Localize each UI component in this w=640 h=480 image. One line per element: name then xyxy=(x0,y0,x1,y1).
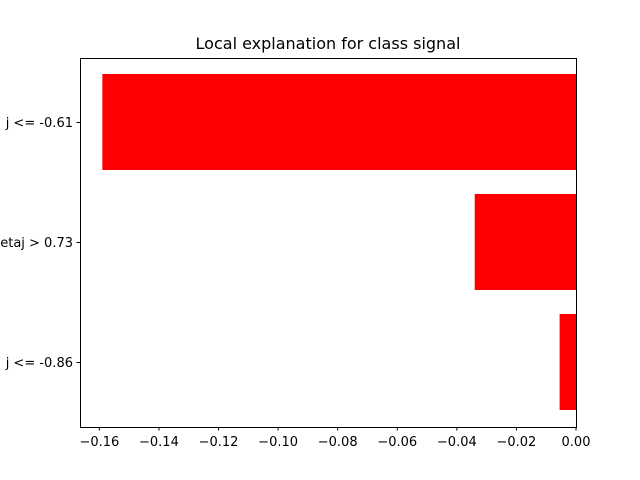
bar xyxy=(474,194,576,290)
x-tick-label: −0.12 xyxy=(199,435,239,450)
x-tick-label: −0.08 xyxy=(318,435,358,450)
x-tick-label: −0.04 xyxy=(437,435,477,450)
bar xyxy=(559,314,576,410)
x-tick-label: −0.10 xyxy=(258,435,298,450)
x-tick-label: −0.06 xyxy=(377,435,417,450)
x-tick-label: −0.16 xyxy=(79,435,119,450)
x-tick-label: −0.14 xyxy=(139,435,179,450)
bars-group xyxy=(102,74,576,410)
chart-title: Local explanation for class signal xyxy=(196,34,461,53)
bar xyxy=(102,74,576,170)
x-axis: −0.16 −0.14 −0.12 −0.10 −0.08 −0.06 −0.04 −0.02… xyxy=(79,427,590,450)
x-tick-label: 0.00 xyxy=(562,435,591,450)
y-tick-label: j <= -0.86 xyxy=(5,356,73,371)
x-tick-label: −0.02 xyxy=(496,435,536,450)
y-axis: j <= -0.61 etaj > 0.73 j <= -0.86 xyxy=(0,116,80,371)
y-tick-label: j <= -0.61 xyxy=(5,116,73,131)
plot-frame xyxy=(80,58,577,428)
y-tick-label: etaj > 0.73 xyxy=(0,236,73,251)
